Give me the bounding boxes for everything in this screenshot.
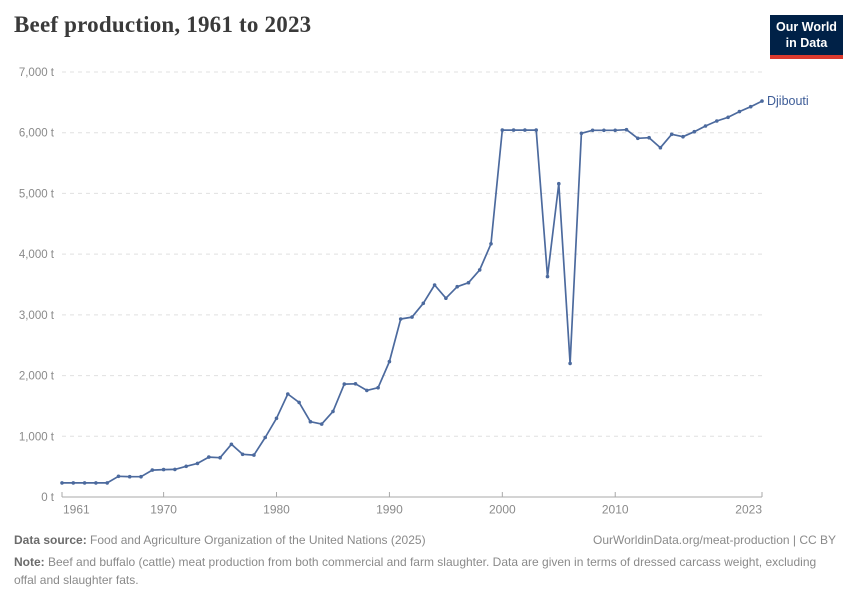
data-point[interactable] [94, 481, 98, 485]
data-point[interactable] [252, 453, 256, 457]
data-point[interactable] [218, 455, 222, 460]
x-axis-label: 1961 [63, 503, 90, 517]
data-point[interactable] [139, 474, 143, 479]
owid-logo-line2: in Data [785, 35, 828, 50]
x-axis-label: 2023 [735, 503, 762, 517]
data-point[interactable] [173, 467, 177, 472]
data-point[interactable] [229, 442, 234, 447]
note-label: Note: [14, 555, 45, 569]
data-point[interactable] [602, 128, 606, 133]
data-point[interactable] [184, 464, 188, 469]
data-line-djibouti[interactable] [61, 100, 763, 484]
data-point[interactable] [150, 468, 155, 472]
data-point[interactable] [624, 127, 629, 132]
data-point[interactable] [410, 315, 414, 319]
data-point[interactable] [658, 145, 663, 150]
x-axis-label: 1990 [376, 503, 403, 517]
data-point[interactable] [421, 301, 426, 306]
owid-logo-red-bar [770, 55, 843, 60]
data-point[interactable] [365, 388, 369, 393]
data-point[interactable] [297, 400, 301, 405]
owid-logo[interactable]: Our World in Data [770, 15, 843, 60]
data-source-text: Food and Agriculture Organization of the… [86, 533, 426, 547]
owid-logo-text: Our World in Data [770, 15, 843, 56]
data-point[interactable] [613, 128, 617, 133]
data-point[interactable] [331, 409, 335, 414]
data-point[interactable] [105, 481, 109, 485]
y-axis-label: 7,000 t [19, 67, 55, 79]
data-point[interactable] [590, 128, 595, 133]
data-point[interactable] [692, 129, 697, 134]
data-point[interactable] [195, 461, 200, 466]
data-point[interactable] [263, 435, 268, 440]
data-point[interactable] [579, 131, 584, 136]
x-axis-label: 2010 [602, 503, 629, 517]
footer-license-link[interactable]: OurWorldinData.org/meat-production | CC … [593, 533, 836, 547]
data-point[interactable] [748, 104, 753, 109]
data-point[interactable] [398, 317, 403, 321]
data-point[interactable] [636, 136, 640, 141]
data-point[interactable] [647, 135, 651, 140]
data-point[interactable] [116, 474, 121, 479]
data-source-label: Data source: [14, 533, 87, 547]
footer-data-source: Data source: Food and Agriculture Organi… [14, 533, 426, 547]
y-axis-label: 0 t [41, 492, 55, 504]
series-label-djibouti[interactable]: Djibouti [767, 94, 809, 108]
data-point[interactable] [500, 128, 505, 132]
data-point[interactable] [511, 128, 516, 132]
data-point[interactable] [737, 109, 742, 114]
y-axis-label: 6,000 t [19, 128, 55, 140]
data-point[interactable] [455, 284, 460, 289]
footer-note: Note: Beef and buffalo (cattle) meat pro… [14, 553, 826, 589]
x-axis-label: 1970 [150, 503, 177, 517]
data-point[interactable] [60, 481, 64, 485]
data-point[interactable] [71, 481, 76, 485]
data-point[interactable] [477, 268, 482, 272]
y-axis-label: 2,000 t [19, 371, 55, 383]
data-point[interactable] [127, 474, 132, 479]
data-point[interactable] [715, 119, 719, 123]
data-point[interactable] [207, 455, 211, 459]
data-point[interactable] [703, 124, 708, 128]
data-point[interactable] [545, 274, 550, 279]
data-point[interactable] [240, 452, 245, 457]
data-point[interactable] [286, 392, 290, 396]
note-text: Beef and buffalo (cattle) meat productio… [14, 555, 817, 587]
data-point[interactable] [308, 419, 313, 424]
data-point[interactable] [319, 422, 324, 426]
data-point[interactable] [376, 385, 380, 390]
y-axis-label: 4,000 t [19, 249, 55, 261]
data-point[interactable] [681, 134, 685, 139]
x-axis-label: 1980 [263, 503, 290, 517]
data-point[interactable] [444, 296, 448, 301]
x-axis-label: 2000 [489, 503, 516, 517]
y-axis-label: 5,000 t [19, 188, 55, 200]
chart-title: Beef production, 1961 to 2023 [14, 12, 312, 37]
data-point[interactable] [760, 99, 764, 103]
data-point[interactable] [432, 283, 437, 287]
line-chart-canvas[interactable]: 0 t 1,000 t 2,000 t 3,000 t 4,000 t 5,000 t 6,… [0, 0, 850, 530]
data-point[interactable] [523, 128, 527, 132]
data-point[interactable] [353, 382, 358, 386]
data-point[interactable] [387, 359, 392, 364]
data-point[interactable] [342, 382, 347, 386]
data-point[interactable] [489, 242, 493, 246]
data-point[interactable] [568, 361, 572, 366]
owid-logo-line1: Our World [776, 20, 837, 34]
data-point[interactable] [161, 467, 166, 472]
y-axis-label: 3,000 t [19, 310, 55, 322]
data-point[interactable] [82, 481, 87, 485]
data-point[interactable] [274, 416, 279, 421]
y-axis-label: 1,000 t [19, 431, 55, 443]
data-point[interactable] [466, 280, 471, 285]
data-point[interactable] [534, 128, 538, 132]
data-point[interactable] [726, 115, 730, 120]
data-point[interactable] [669, 132, 674, 137]
data-point[interactable] [557, 181, 561, 186]
